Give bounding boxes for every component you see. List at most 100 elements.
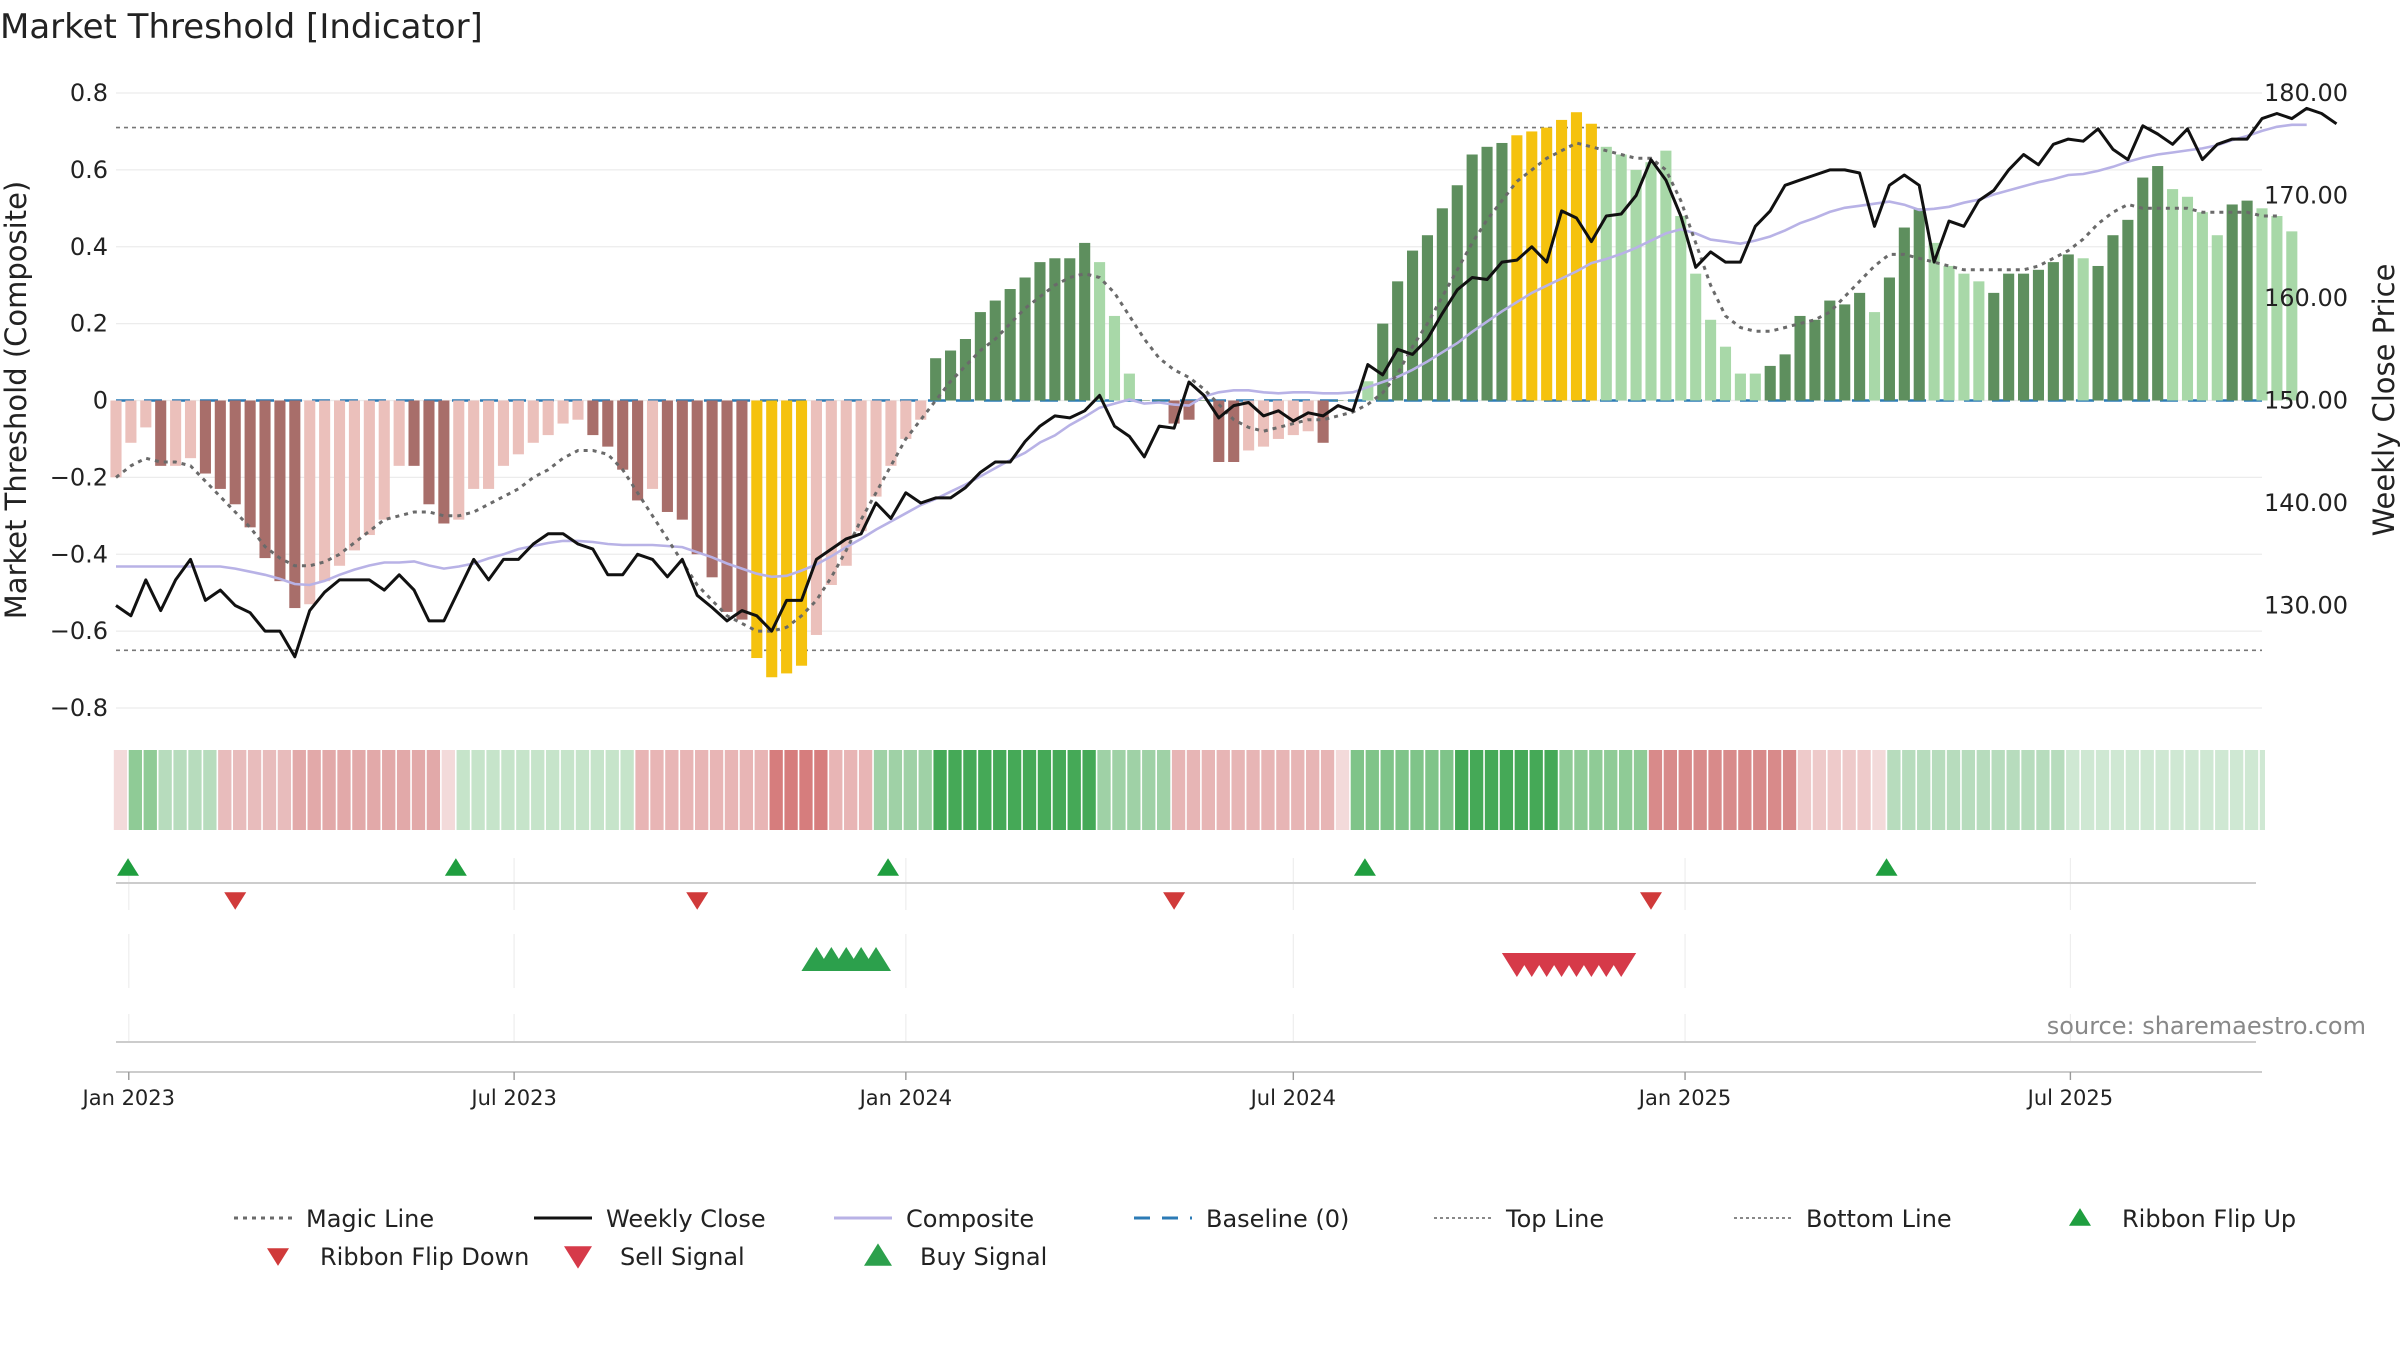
composite-bar <box>1973 281 1985 401</box>
composite-bar <box>1734 373 1746 401</box>
composite-bar <box>1213 400 1225 462</box>
legend-swatch <box>864 1243 892 1266</box>
ribbon-segment <box>932 750 1103 830</box>
composite-bar <box>915 400 927 420</box>
composite-bar <box>825 400 837 585</box>
ribbon-strip <box>112 750 2290 830</box>
left-tick-label: −0.2 <box>50 463 108 491</box>
ribbon-segment <box>828 750 880 830</box>
composite-bar <box>781 400 793 674</box>
composite-bar <box>110 400 122 478</box>
composite-bar <box>706 400 718 578</box>
composite-bar <box>497 400 510 466</box>
composite-bar <box>930 358 942 401</box>
composite-bar <box>2256 208 2268 401</box>
composite-bar <box>795 400 808 666</box>
left-tick-label: 0.4 <box>70 233 108 261</box>
composite-bar <box>408 400 420 466</box>
composite-bar <box>468 400 480 489</box>
composite-bar <box>155 400 167 466</box>
composite-bar <box>974 312 986 401</box>
composite-bar <box>1541 127 1553 401</box>
legend-swatch <box>267 1248 289 1266</box>
x-axis: Jan 2023 Jul 2023 Jan 2024 Jul 2024 Jan 2025… <box>81 1071 2262 1110</box>
composite-bar <box>244 400 256 528</box>
ribbon-segment <box>1886 750 2072 830</box>
composite-bar <box>259 400 271 559</box>
ribbon-segment <box>1647 750 1804 830</box>
composite-bar <box>2092 265 2104 401</box>
right-tick-label: 180.00 <box>2264 79 2348 107</box>
left-tick-label: −0.4 <box>50 540 108 568</box>
right-axis-label: Weekly Close Price <box>2367 264 2400 537</box>
legend-label: Top Line <box>1505 1205 1604 1233</box>
composite-bar <box>661 400 673 512</box>
source-credit: source: sharemaestro.com <box>2047 1012 2366 1040</box>
composite-bar <box>557 400 569 424</box>
composite-bar <box>959 339 972 401</box>
legend-label: Sell Signal <box>620 1243 745 1271</box>
composite-bar <box>1392 281 1404 401</box>
composite-bar <box>1064 258 1076 401</box>
left-tick-label: 0.2 <box>70 310 108 338</box>
ribbon-segment <box>634 750 775 830</box>
composite-bar <box>348 400 360 551</box>
ribbon-segment <box>1797 750 1878 830</box>
composite-bar <box>1809 319 1821 401</box>
legend-label: Weekly Close <box>606 1205 766 1233</box>
composite-bar <box>1719 346 1732 401</box>
composite-bar <box>736 400 748 620</box>
composite-bar <box>184 400 197 459</box>
composite-bar <box>1123 373 1135 401</box>
legend: Magic Line Weekly Close Composite Baseline … <box>234 1205 2296 1271</box>
left-tick-label: −0.6 <box>50 617 108 645</box>
composite-bar <box>527 400 539 443</box>
composite-bar <box>751 400 763 659</box>
composite-bar <box>2062 254 2074 401</box>
composite-bar <box>2122 219 2134 401</box>
composite-bar <box>199 400 211 474</box>
composite-bar <box>1257 400 1270 447</box>
ribbon-segment <box>2065 750 2265 830</box>
composite-bar <box>1481 146 1493 401</box>
ribbon-segment <box>217 750 298 830</box>
composite-bar <box>1526 131 1538 401</box>
ribbon-segment <box>1171 750 1342 830</box>
composite-bar <box>319 400 331 582</box>
composite-bar <box>438 400 450 524</box>
ribbon-flip-down-marker <box>224 892 247 910</box>
ribbon-flip-up-marker <box>1353 858 1376 876</box>
composite-bar <box>646 400 659 489</box>
composite-bar <box>1928 242 1940 401</box>
composite-bar <box>1094 262 1106 401</box>
composite-bar <box>572 400 584 420</box>
ribbon-flip-up-marker <box>444 858 467 876</box>
ribbon-segment <box>1558 750 1654 830</box>
composite-bar <box>1988 292 2000 401</box>
composite-bar <box>1898 227 1910 401</box>
composite-bar <box>2286 231 2298 401</box>
legend-label: Buy Signal <box>920 1243 1047 1271</box>
composite-bar <box>1556 119 1568 401</box>
composite-bar <box>1645 162 1657 401</box>
ribbon-segment <box>1454 750 1565 830</box>
legend-label: Ribbon Flip Up <box>2122 1205 2296 1233</box>
composite-bar <box>1019 277 1031 401</box>
ribbon-segment <box>1349 750 1461 830</box>
composite-bar <box>1228 400 1240 462</box>
legend-label: Composite <box>906 1205 1034 1233</box>
composite-bar <box>1958 273 1970 401</box>
composite-bar <box>2003 273 2015 401</box>
composite-bar <box>1764 365 1776 401</box>
composite-bar <box>840 400 852 566</box>
composite-bar <box>1243 400 1255 451</box>
ribbon-flip-down-marker <box>686 892 709 910</box>
ribbon-flip-up-marker <box>117 858 139 876</box>
composite-bar <box>1511 135 1523 401</box>
composite-bar <box>810 400 822 635</box>
composite-bar <box>1690 273 1702 401</box>
composite-bar <box>483 400 495 489</box>
composite-bar <box>125 400 137 443</box>
left-tick-label: 0.8 <box>70 79 108 107</box>
composite-bar <box>1570 112 1583 401</box>
